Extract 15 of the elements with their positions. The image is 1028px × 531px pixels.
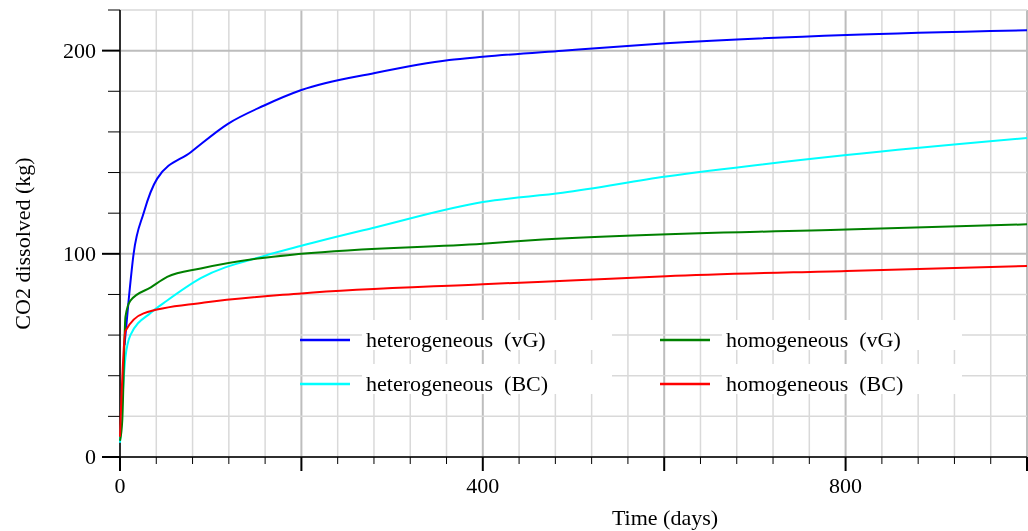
y-tick-label: 0 bbox=[85, 444, 96, 469]
y-tick-label: 100 bbox=[63, 240, 96, 266]
x-tick-label: 0 bbox=[114, 473, 126, 498]
line-series bbox=[119, 137, 1028, 444]
x-tick-label: 800 bbox=[829, 473, 863, 498]
legend-label: heterogeneous (vG) bbox=[366, 327, 546, 352]
line-series bbox=[119, 223, 1028, 442]
x-axis-title: Time (days) bbox=[611, 505, 719, 530]
x-tick-label: 400 bbox=[466, 473, 500, 498]
legend-label: homogeneous (vG) bbox=[726, 327, 901, 352]
line-series bbox=[119, 265, 1028, 438]
legend-label: heterogeneous (BC) bbox=[366, 371, 549, 396]
y-axis-title: CO2 dissolved (kg) bbox=[10, 157, 35, 330]
y-tick-label: 200 bbox=[63, 37, 96, 63]
legend-label: homogeneous (BC) bbox=[726, 371, 904, 396]
